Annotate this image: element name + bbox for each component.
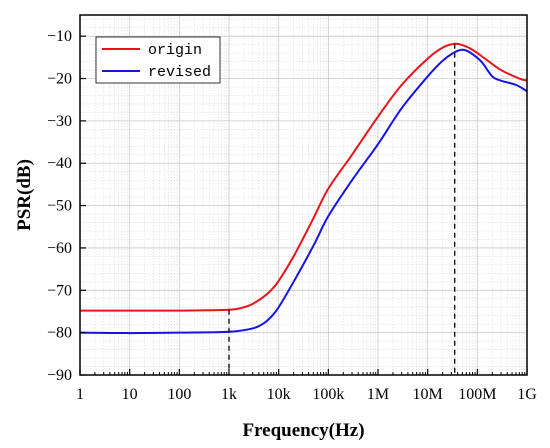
y-tick-labels: −90 −80 −70 −60 −50 −40 −30 −20 −10 [47,28,72,384]
x-tick-label: 100M [458,386,496,403]
x-tick-label: 1G [517,386,537,403]
y-tick-label: −20 [47,71,72,88]
annotation-layer [228,43,456,375]
x-tick-label: 10k [267,386,291,403]
x-tick-label: 10 [122,386,138,403]
legend-label-revised: revised [148,64,211,81]
axis-ticks [79,35,528,376]
x-tick-labels: 1 10 100 1k 10k 100k 1M 10M 100M 1G [76,386,537,403]
x-tick-label: 10M [413,386,443,403]
series-layer [79,42,528,335]
x-tick-label: 1k [221,386,237,403]
y-tick-label: −10 [47,28,72,45]
y-tick-label: −60 [47,240,72,257]
series-line-revised [79,48,528,335]
y-tick-label: −50 [47,198,72,215]
legend: origin revised [95,36,221,84]
y-tick-label: −30 [47,113,72,130]
plot-frame [79,14,528,376]
x-tick-label: 100k [312,386,344,403]
y-axis-title: PSR(dB) [14,159,35,231]
x-tick-label: 100 [167,386,191,403]
y-tick-label: −80 [47,325,72,342]
legend-label-origin: origin [148,42,202,59]
x-tick-label: 1M [367,386,389,403]
y-tick-label: −90 [47,367,72,384]
y-tick-label: −70 [47,282,72,299]
y-tick-label: −40 [47,155,72,172]
x-tick-label: 1 [76,386,84,403]
x-axis-title: Frequency(Hz) [242,420,364,441]
series-line-origin [80,42,528,312]
legend-box [95,36,221,84]
